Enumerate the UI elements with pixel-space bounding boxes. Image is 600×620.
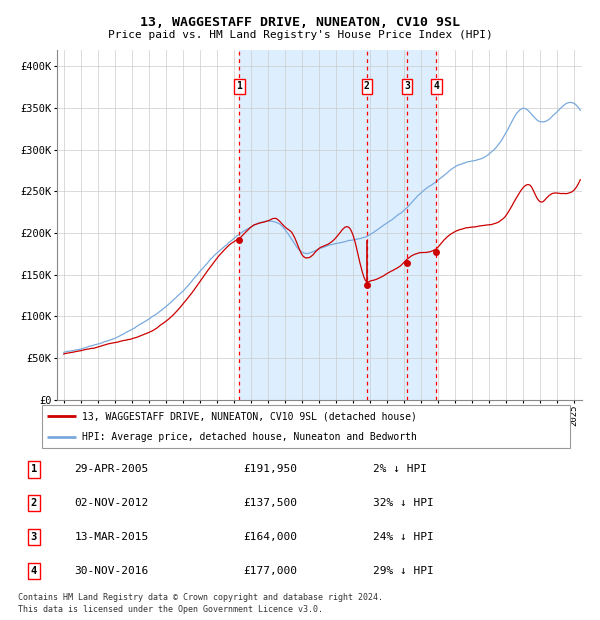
Text: 3: 3 [31,532,37,542]
FancyBboxPatch shape [42,405,570,448]
Text: £137,500: £137,500 [244,498,298,508]
Text: Price paid vs. HM Land Registry's House Price Index (HPI): Price paid vs. HM Land Registry's House … [107,30,493,40]
Text: 30-NOV-2016: 30-NOV-2016 [74,566,149,576]
Text: 4: 4 [433,81,439,91]
Text: 13-MAR-2015: 13-MAR-2015 [74,532,149,542]
Text: 1: 1 [31,464,37,474]
Text: 2: 2 [364,81,370,91]
Bar [239,50,436,400]
Text: 02-NOV-2012: 02-NOV-2012 [74,498,149,508]
Text: 2% ↓ HPI: 2% ↓ HPI [373,464,427,474]
Text: Contains HM Land Registry data © Crown copyright and database right 2024.: Contains HM Land Registry data © Crown c… [18,593,383,602]
Text: £177,000: £177,000 [244,566,298,576]
Text: HPI: Average price, detached house, Nuneaton and Bedworth: HPI: Average price, detached house, Nune… [82,432,416,442]
Text: 4: 4 [31,566,37,576]
Text: £191,950: £191,950 [244,464,298,474]
Text: 1: 1 [236,81,242,91]
Text: 13, WAGGESTAFF DRIVE, NUNEATON, CV10 9SL (detached house): 13, WAGGESTAFF DRIVE, NUNEATON, CV10 9SL… [82,411,416,421]
Text: 24% ↓ HPI: 24% ↓ HPI [373,532,434,542]
Text: 29% ↓ HPI: 29% ↓ HPI [373,566,434,576]
Text: 13, WAGGESTAFF DRIVE, NUNEATON, CV10 9SL: 13, WAGGESTAFF DRIVE, NUNEATON, CV10 9SL [140,16,460,29]
Text: 3: 3 [404,81,410,91]
Text: This data is licensed under the Open Government Licence v3.0.: This data is licensed under the Open Gov… [18,604,323,614]
Text: £164,000: £164,000 [244,532,298,542]
Text: 2: 2 [31,498,37,508]
Text: 32% ↓ HPI: 32% ↓ HPI [373,498,434,508]
Text: 29-APR-2005: 29-APR-2005 [74,464,149,474]
